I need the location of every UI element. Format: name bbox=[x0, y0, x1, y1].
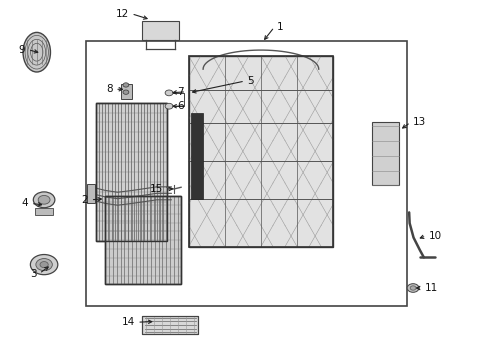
Circle shape bbox=[38, 195, 50, 204]
Bar bbox=[121, 84, 132, 99]
Circle shape bbox=[33, 192, 55, 208]
Circle shape bbox=[30, 255, 58, 275]
Text: 4: 4 bbox=[22, 198, 28, 208]
Bar bbox=[189, 56, 333, 247]
Text: 14: 14 bbox=[122, 317, 135, 327]
Bar bbox=[35, 208, 53, 215]
Circle shape bbox=[36, 258, 52, 271]
Bar bbox=[189, 56, 333, 247]
Text: 10: 10 bbox=[429, 231, 442, 241]
Bar bbox=[372, 122, 399, 185]
Circle shape bbox=[407, 284, 419, 292]
Bar bbox=[105, 196, 181, 284]
Bar bbox=[105, 196, 181, 284]
Text: 8: 8 bbox=[106, 84, 113, 94]
Text: 7: 7 bbox=[177, 87, 184, 97]
Circle shape bbox=[410, 286, 416, 290]
Bar bbox=[142, 316, 198, 334]
Circle shape bbox=[40, 262, 48, 267]
Circle shape bbox=[123, 83, 129, 87]
Text: 9: 9 bbox=[19, 45, 25, 55]
Bar bbox=[87, 184, 95, 203]
Bar bbox=[96, 103, 167, 241]
Bar bbox=[142, 316, 198, 334]
Text: 5: 5 bbox=[247, 76, 254, 86]
Circle shape bbox=[165, 90, 173, 96]
Bar bbox=[191, 113, 203, 199]
Text: 1: 1 bbox=[277, 22, 284, 32]
Text: 15: 15 bbox=[150, 184, 163, 194]
Ellipse shape bbox=[23, 32, 50, 72]
Text: 2: 2 bbox=[81, 195, 88, 205]
Bar bbox=[142, 21, 179, 40]
Bar bbox=[96, 103, 167, 241]
Circle shape bbox=[123, 90, 129, 94]
Text: 3: 3 bbox=[30, 269, 37, 279]
Text: 13: 13 bbox=[413, 117, 426, 127]
Text: 6: 6 bbox=[177, 101, 184, 111]
Bar bbox=[86, 41, 407, 306]
Circle shape bbox=[165, 103, 173, 109]
Text: 11: 11 bbox=[425, 283, 438, 293]
Text: 12: 12 bbox=[116, 9, 129, 19]
